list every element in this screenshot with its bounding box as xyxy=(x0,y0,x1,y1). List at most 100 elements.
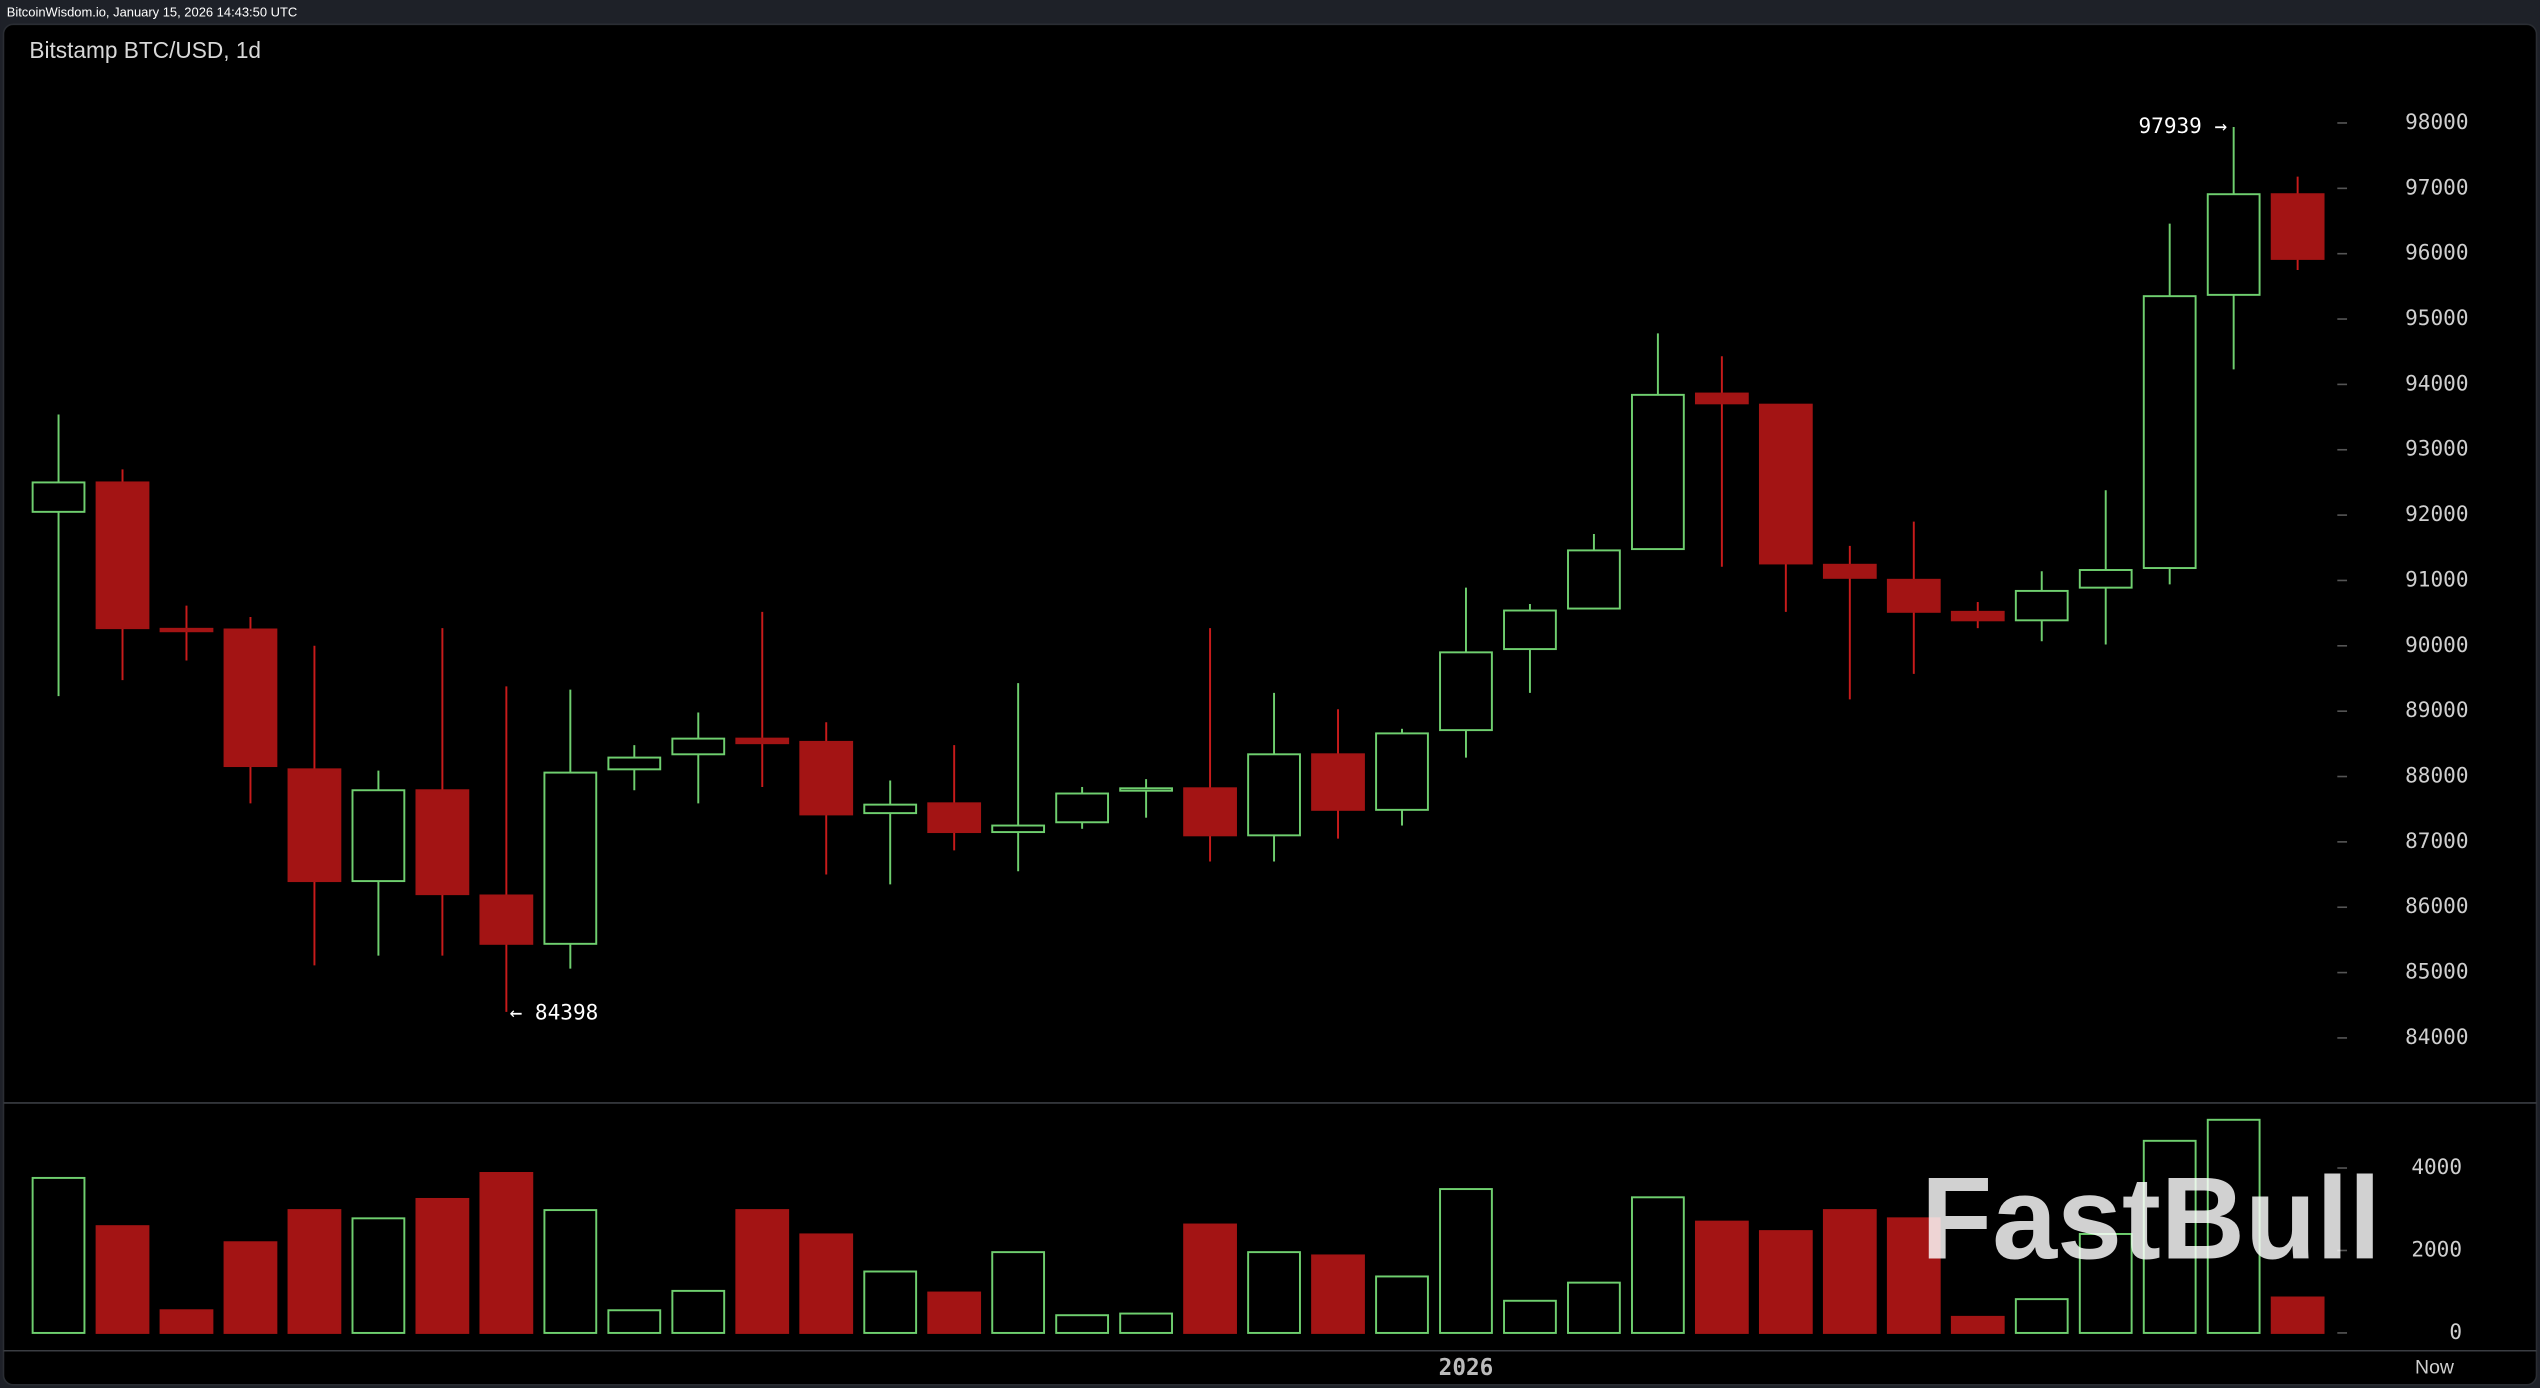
candle-body xyxy=(2270,193,2325,260)
candle-body xyxy=(287,768,342,883)
candle-body xyxy=(1567,549,1621,610)
volume-bar xyxy=(1375,1275,1429,1334)
candle-body xyxy=(1439,651,1493,732)
watermark: FastBull xyxy=(1921,1152,2381,1283)
volume-bar xyxy=(927,1291,982,1334)
volume-bar xyxy=(1439,1188,1493,1334)
candle-body xyxy=(1886,578,1941,613)
volume-bar xyxy=(415,1197,470,1334)
y-tick-label: 87000 xyxy=(2405,828,2468,853)
candle-body xyxy=(607,756,662,771)
candle-body xyxy=(991,824,1046,834)
candle-body xyxy=(671,737,726,756)
candle-body xyxy=(1631,393,1685,551)
y-tick-label: 93000 xyxy=(2405,436,2468,461)
volume-bar xyxy=(1055,1314,1110,1334)
volume-bar xyxy=(1694,1220,1749,1334)
volume-bar xyxy=(1119,1312,1173,1334)
volume-bar xyxy=(159,1309,214,1334)
volume-bar xyxy=(799,1233,854,1334)
y-tick-label: 85000 xyxy=(2405,959,2468,984)
volume-bar xyxy=(1758,1230,1813,1334)
volume-bar xyxy=(223,1241,278,1334)
candle-body xyxy=(1247,753,1301,837)
volume-bar xyxy=(1503,1299,1557,1334)
volume-bar xyxy=(991,1251,1046,1334)
volume-bar xyxy=(287,1209,342,1334)
y-tick-label: 90000 xyxy=(2405,632,2468,657)
volume-bar xyxy=(95,1225,150,1334)
candle-body xyxy=(1375,732,1429,811)
y-tick-label: 86000 xyxy=(2405,893,2468,918)
candle-body xyxy=(1758,403,1813,565)
volume-bar xyxy=(2142,1139,2197,1334)
candle-body xyxy=(863,803,918,815)
candle-body xyxy=(159,627,214,633)
volume-bar xyxy=(1183,1223,1237,1334)
y-tick-label: 96000 xyxy=(2405,240,2468,265)
header: BitcoinWisdom.io, January 15, 2026 14:43… xyxy=(7,4,298,19)
x-tick-label: 2026 xyxy=(1439,1355,1494,1381)
candle-body xyxy=(31,481,86,513)
volume-bar xyxy=(671,1289,726,1334)
candle-body xyxy=(2206,193,2261,296)
candle-body xyxy=(2014,589,2069,622)
volume-bar xyxy=(1822,1209,1877,1334)
volume-tick-label: 2000 xyxy=(2411,1236,2462,1261)
y-tick-label: 98000 xyxy=(2405,109,2468,134)
chart-title: Bitstamp BTC/USD, 1d xyxy=(29,37,261,63)
candle-body xyxy=(2078,569,2133,589)
low-annotation: ← 84398 xyxy=(510,1000,599,1025)
candle-body xyxy=(543,771,598,945)
volume-bar xyxy=(543,1209,598,1334)
high-annotation: 97939 → xyxy=(2138,113,2227,138)
candle-body xyxy=(1055,792,1110,824)
volume-bar xyxy=(351,1217,406,1334)
y-tick-label: 84000 xyxy=(2405,1024,2468,1049)
chart-panel xyxy=(2,23,2538,1386)
candle-body xyxy=(479,894,534,945)
candle-body xyxy=(95,481,150,630)
volume-bar xyxy=(1247,1251,1301,1334)
y-tick-label: 91000 xyxy=(2405,566,2468,591)
candle-body xyxy=(735,737,790,745)
y-tick-label: 89000 xyxy=(2405,697,2468,722)
candle-body xyxy=(2142,295,2197,570)
candle-body xyxy=(1311,753,1365,811)
candle-body xyxy=(415,789,470,896)
volume-bar xyxy=(1311,1254,1365,1334)
volume-bar xyxy=(479,1172,534,1334)
volume-bar xyxy=(2014,1298,2069,1334)
volume-bar xyxy=(863,1270,918,1334)
candle-body xyxy=(223,628,278,768)
y-tick-label: 95000 xyxy=(2405,305,2468,330)
y-tick-label: 88000 xyxy=(2405,763,2468,788)
candle-body xyxy=(927,802,982,834)
y-tick-label: 97000 xyxy=(2405,174,2468,199)
candle-body xyxy=(799,740,854,816)
candle-body xyxy=(1183,787,1237,837)
volume-bar xyxy=(2270,1296,2325,1334)
y-tick-label: 94000 xyxy=(2405,370,2468,395)
candle-body xyxy=(1822,563,1877,579)
volume-bar xyxy=(607,1309,662,1334)
volume-bar xyxy=(1567,1281,1621,1334)
candle-body xyxy=(351,789,406,883)
now-label: Now xyxy=(2415,1357,2455,1379)
volume-bar xyxy=(2078,1233,2133,1334)
volume-bar xyxy=(31,1176,86,1334)
y-tick-label: 92000 xyxy=(2405,501,2468,526)
volume-bar xyxy=(735,1209,790,1334)
volume-bar xyxy=(1950,1315,2005,1334)
candle-body xyxy=(1950,610,2005,622)
volume-tick-label: 0 xyxy=(2449,1319,2462,1344)
candle-body xyxy=(1119,787,1173,792)
volume-bar xyxy=(2206,1118,2261,1334)
volume-tick-label: 4000 xyxy=(2411,1154,2462,1179)
candle-body xyxy=(1694,392,1749,405)
volume-bar xyxy=(1631,1196,1685,1334)
volume-bar xyxy=(1886,1217,1941,1334)
candle-body xyxy=(1503,609,1557,651)
